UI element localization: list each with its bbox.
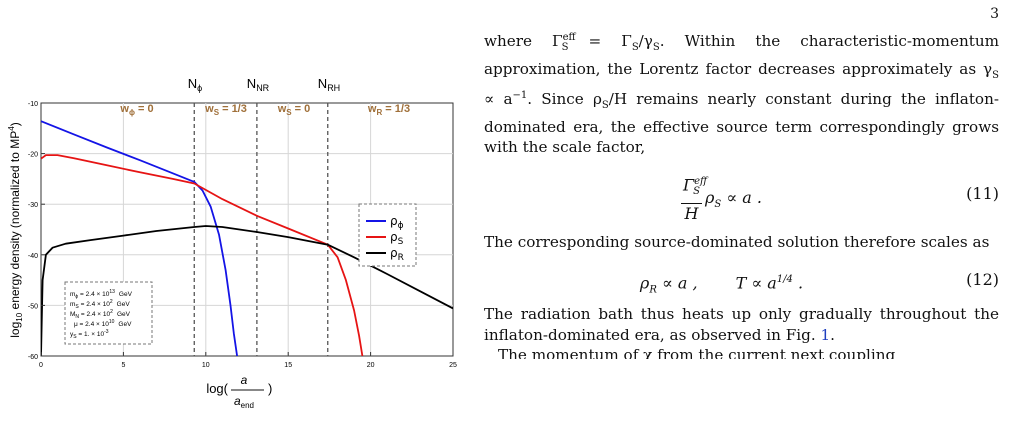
x-axis-label: log( a aend ) [206,373,272,410]
paragraph-solution: The corresponding source-dominated solut… [484,232,990,251]
param-y-s: yS = 1. × 10-3 [70,329,109,340]
paragraph-source-term: where ΓeffS = ΓS/γS. Within the characte… [484,32,1000,157]
svg-text:): ) [268,381,272,396]
x-tick-label: 0 [39,362,43,369]
top-label-n-phi: Nϕ [188,76,202,93]
param-m-s: mS = 2.4 × 102 GeV [70,299,130,310]
energy-density-plot: 0 5 10 15 20 25-10-20-30-40-50-60 Nϕ NNR NRH … [7,76,457,410]
svg-text:a: a [241,373,248,387]
param-m-n: MN = 2.4 × 102 GeV [70,309,131,320]
phase-boundaries [193,103,329,356]
y-tick-label: -20 [28,152,38,159]
legend-label-rho-phi: ρϕ [390,214,404,231]
svg-text:log(: log( [206,381,228,396]
figure-reference-link[interactable]: 1 [820,325,831,344]
x-tick-label: 25 [449,362,457,369]
parameter-box: mϕ = 2.4 × 1013 GeV mS = 2.4 × 102 GeV MN … [64,281,153,345]
legend-label-rho-r: ρR [390,246,404,263]
equation-12: ρR ∝ a ,T ∝ a1/4 . (12) [639,270,999,296]
y-tick-label: -40 [28,253,38,260]
param-mu: μ = 2.4 × 1010 GeV [74,319,132,328]
y-axis-label: log10 energy density (normalized to MP4) [7,122,24,337]
svg-text:aend: aend [234,394,254,410]
paragraph-truncated: The momentum of χ from the current next … [498,346,896,360]
equation-12-number: (12) [966,270,999,290]
series-line-rho-s [41,154,364,356]
param-m-phi: mϕ = 2.4 × 1013 GeV [70,289,133,300]
region-label-phi: wϕ = 0 [119,103,153,117]
x-tick-label: 5 [121,362,125,369]
plot-frame [40,102,454,357]
region-label-s-matter: wS = 0 [277,103,311,117]
region-label-r: wR = 1/3 [367,103,410,117]
series-line-rho-phi [41,120,238,356]
top-label-n-nr: NNR [247,76,270,93]
axis-ticks: 0 5 10 15 20 25 -10 -20 -30 -40 -50 -60 [28,101,457,369]
legend-label-rho-s: ρS [390,230,404,247]
page-number: 3 [990,6,999,22]
x-tick-label: 15 [284,362,292,369]
text-column: where ΓeffS = ΓS/γS. Within the characte… [484,28,999,359]
x-tick-label: 20 [367,362,375,369]
y-tick-label: -30 [28,202,38,209]
equation-11-number: (11) [966,183,999,203]
top-label-n-rh: NRH [318,76,340,93]
energy-density-figure: 0 5 10 15 20 25 -10 -20 -30 -40 -50 -60 Nϕ NNR NRH … [0,60,470,436]
x-tick-label: 10 [202,362,210,369]
y-tick-label: -60 [28,354,38,361]
legend-box: ρϕ ρS ρR [358,203,417,267]
y-tick-label: -10 [28,101,38,108]
y-tick-label: -50 [28,303,38,310]
paragraph-radiation-bath: The radiation bath thus heats up only gr… [484,305,999,344]
region-label-s-radiation: wS = 1/3 [204,103,247,117]
